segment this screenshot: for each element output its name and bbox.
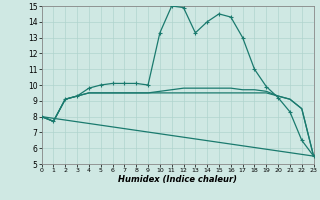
X-axis label: Humidex (Indice chaleur): Humidex (Indice chaleur) <box>118 175 237 184</box>
